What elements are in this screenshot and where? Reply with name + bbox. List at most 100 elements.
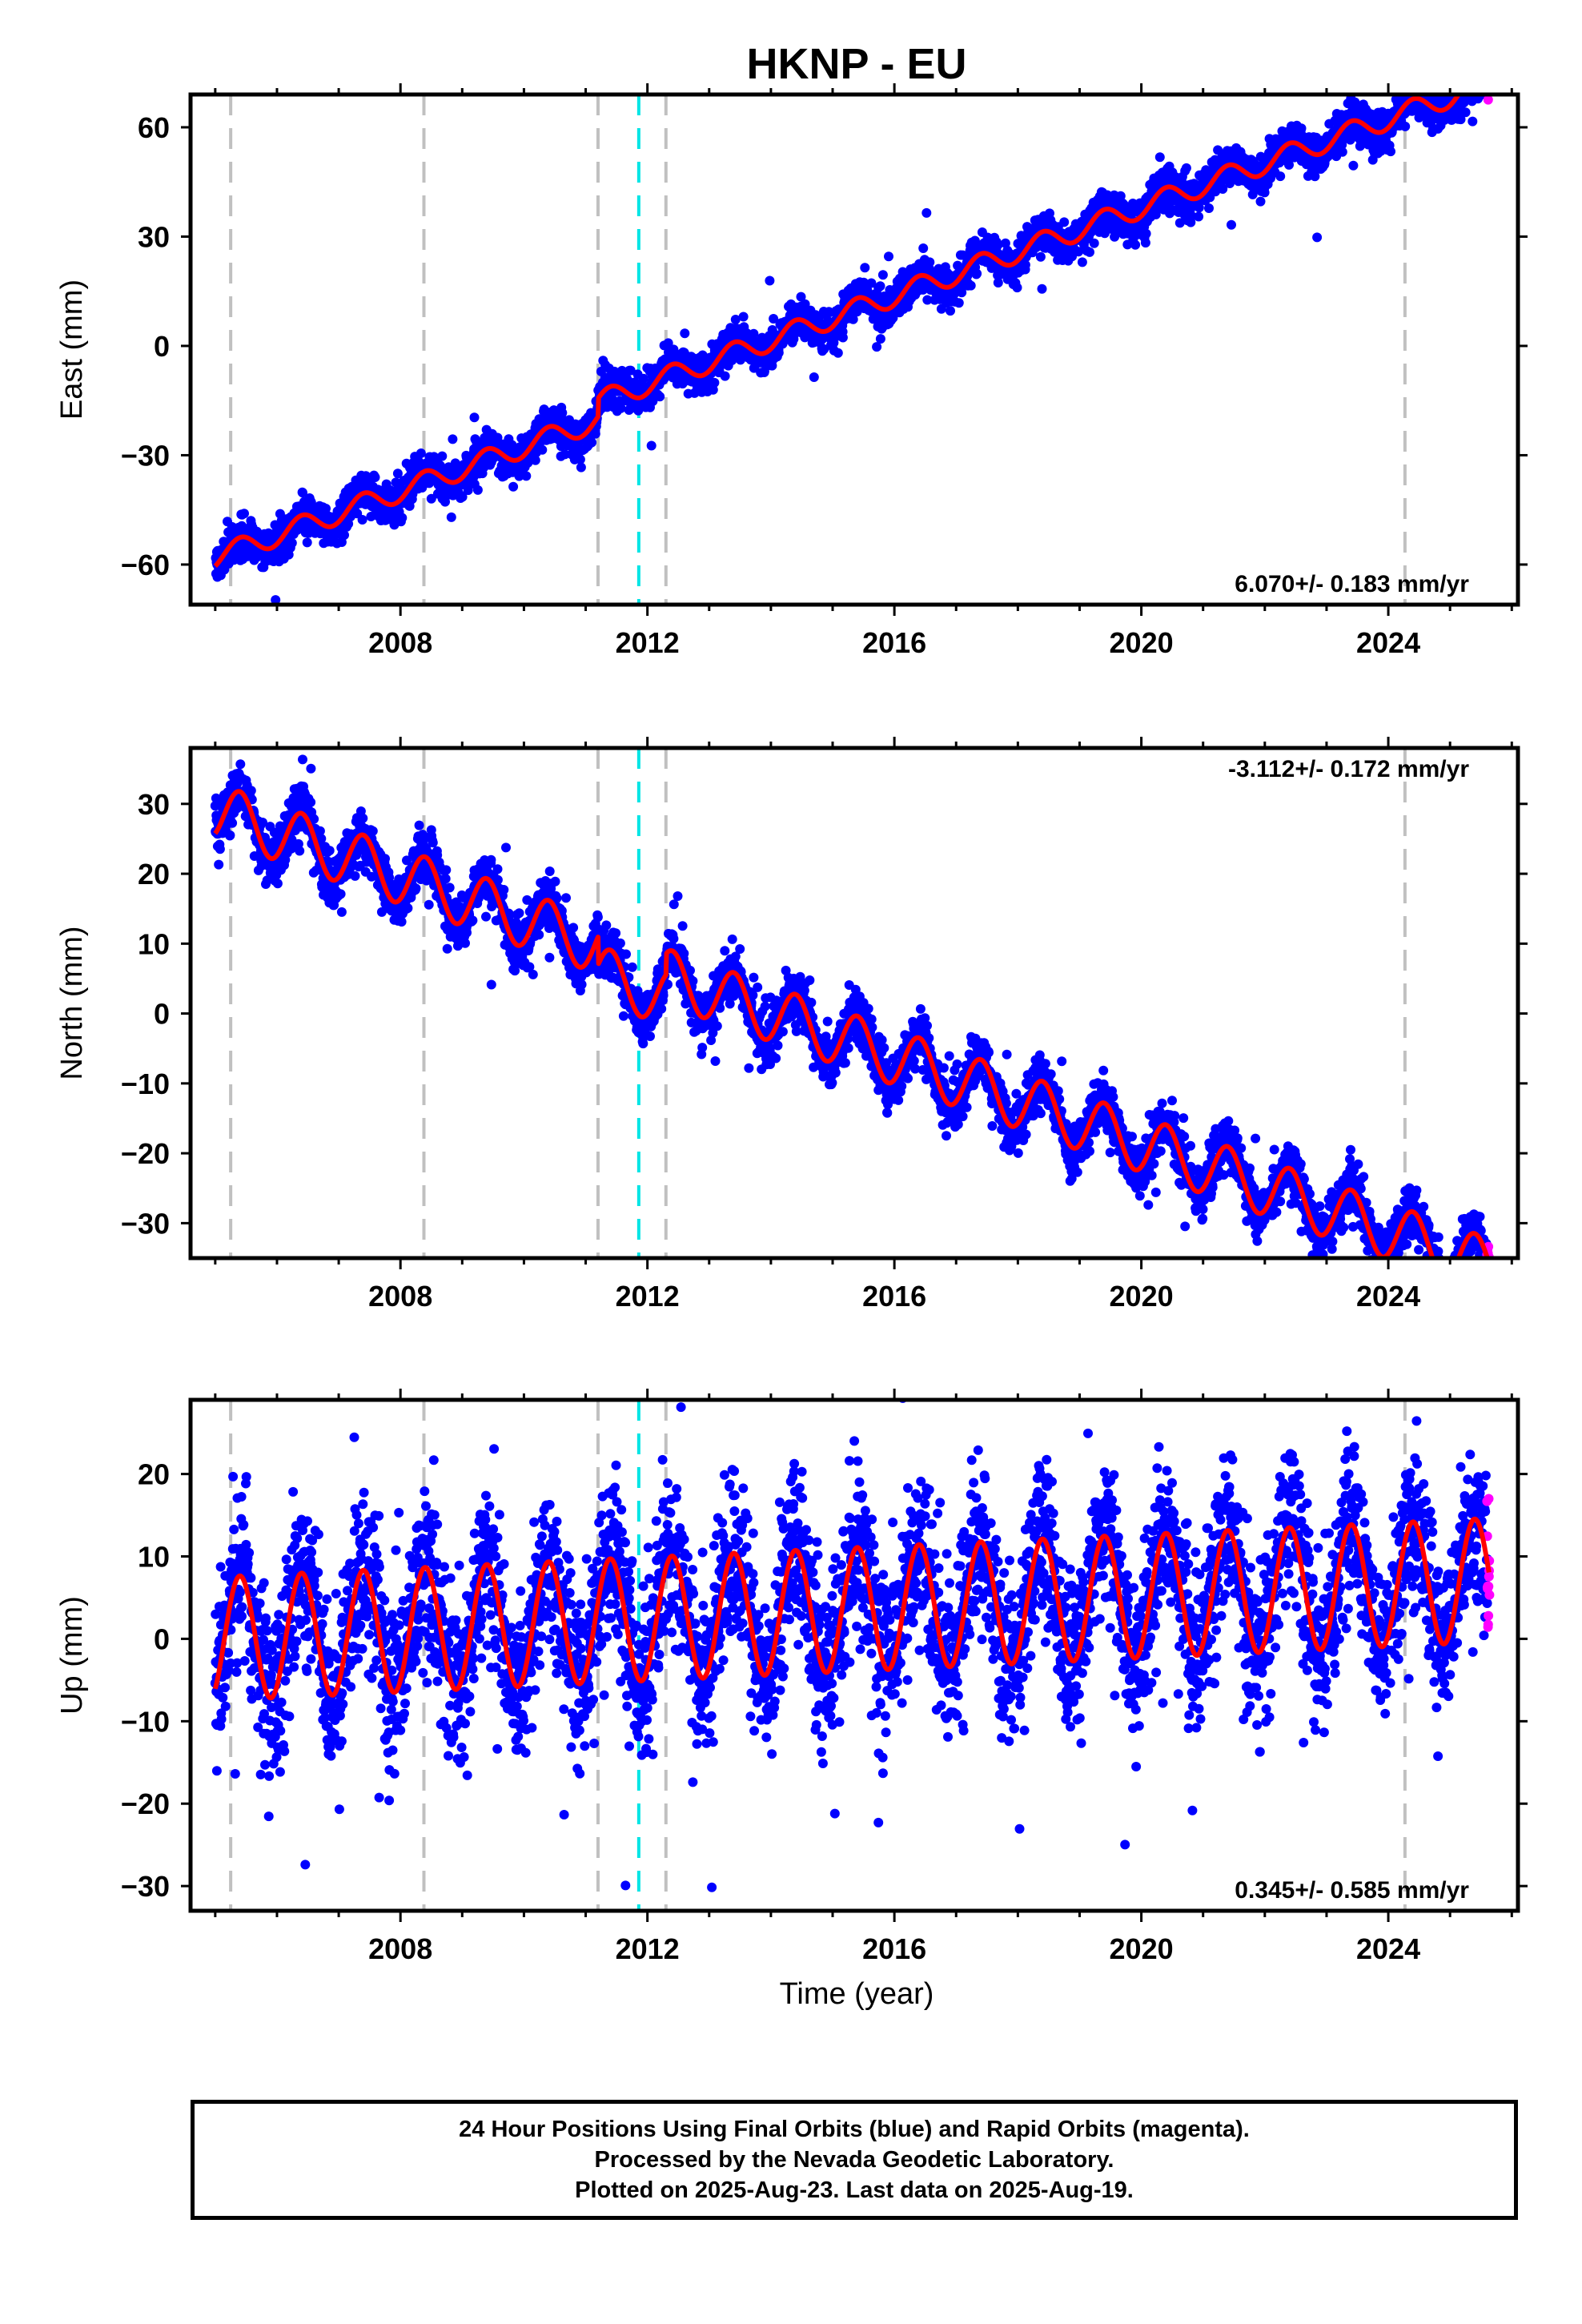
east-point xyxy=(872,342,882,352)
east-point xyxy=(1476,78,1486,88)
east-rate-label: 6.070+/- 0.183 mm/yr xyxy=(1235,571,1469,597)
east-point xyxy=(357,515,367,525)
east-point xyxy=(1465,70,1475,80)
east-point xyxy=(1470,66,1480,75)
east-point xyxy=(521,471,532,481)
east-point xyxy=(1140,238,1150,248)
east-point xyxy=(1460,78,1469,87)
east-point xyxy=(1477,66,1487,75)
east-point xyxy=(1411,81,1421,90)
east-rapid-point xyxy=(1483,82,1492,91)
east-point xyxy=(1466,75,1476,85)
east-point xyxy=(655,392,665,402)
east-axis-label: East (mm) xyxy=(55,279,89,420)
east-point xyxy=(1472,74,1481,84)
east-point xyxy=(773,348,784,358)
east-point xyxy=(1464,76,1473,86)
east-point xyxy=(663,338,673,348)
north-point xyxy=(215,844,225,854)
east-point xyxy=(1480,75,1490,85)
east-xtick-label: 2020 xyxy=(1110,626,1174,659)
east-point xyxy=(392,468,403,479)
east-rapid-orbit-points xyxy=(1483,62,1494,105)
east-point xyxy=(1481,75,1491,85)
east-point xyxy=(1400,121,1411,131)
east-point xyxy=(680,328,690,339)
east-point xyxy=(1465,72,1475,82)
east-point xyxy=(1181,163,1191,173)
east-point xyxy=(1471,67,1480,77)
east-point xyxy=(957,287,967,298)
east-point xyxy=(875,334,885,344)
east-point xyxy=(1407,84,1416,94)
east-point xyxy=(446,512,456,522)
east-point xyxy=(1460,78,1470,88)
north-point xyxy=(298,754,307,765)
east-point xyxy=(1470,78,1480,87)
east-point xyxy=(1456,78,1466,88)
east-plot-area xyxy=(211,43,1494,605)
east-point xyxy=(954,298,964,308)
east-point xyxy=(1479,61,1488,70)
east-point xyxy=(1478,50,1488,59)
east-xtick-label: 2024 xyxy=(1356,626,1420,659)
east-point xyxy=(888,313,898,323)
east-point xyxy=(918,243,929,253)
east-ytick-label: 0 xyxy=(154,330,170,363)
east-point xyxy=(339,530,349,541)
east-point xyxy=(1483,81,1492,90)
east-point xyxy=(1418,84,1427,94)
east-point xyxy=(875,281,885,292)
east-point xyxy=(1312,232,1323,243)
east-point xyxy=(537,444,548,455)
east-rapid-point xyxy=(1484,62,1494,72)
east-point xyxy=(1461,83,1471,93)
east-point xyxy=(1481,55,1491,65)
east-point xyxy=(1474,68,1484,78)
east-point xyxy=(1464,82,1473,91)
east-point xyxy=(416,448,426,458)
east-point xyxy=(576,462,586,472)
east-point xyxy=(1386,147,1395,157)
east-point xyxy=(1194,211,1204,222)
east-point xyxy=(866,278,877,288)
east-rapid-point xyxy=(1484,65,1493,74)
north-point xyxy=(367,826,378,836)
east-point xyxy=(646,440,656,451)
east-point xyxy=(1477,67,1487,77)
east-point xyxy=(1475,78,1484,88)
east-point xyxy=(738,312,749,322)
east-point xyxy=(1476,70,1486,79)
north-point xyxy=(272,879,283,889)
east-rapid-point xyxy=(1484,83,1494,93)
east-point xyxy=(730,315,741,324)
east-point xyxy=(587,437,597,448)
east-point xyxy=(1471,68,1480,78)
east-point xyxy=(765,275,775,286)
east-point xyxy=(837,332,848,343)
east-point xyxy=(769,314,779,324)
east-point xyxy=(1474,78,1484,88)
north-plot-area xyxy=(210,748,1494,1258)
east-point xyxy=(1476,65,1485,74)
east-point xyxy=(1472,76,1481,86)
east-point xyxy=(492,432,503,443)
east-point xyxy=(530,455,540,465)
east-point xyxy=(616,365,627,376)
north-point xyxy=(225,830,235,840)
north-point xyxy=(324,846,335,856)
east-point xyxy=(469,412,480,423)
east-point xyxy=(1204,203,1214,213)
north-point xyxy=(246,786,256,796)
north-point xyxy=(306,797,316,807)
east-rapid-point xyxy=(1484,78,1494,88)
east-point xyxy=(1059,217,1070,227)
east-point xyxy=(1482,75,1492,85)
east-point xyxy=(1456,43,1465,53)
east-point xyxy=(925,257,935,267)
east-point xyxy=(1348,160,1359,171)
east-ytick-label: 60 xyxy=(138,111,170,144)
east-point xyxy=(749,328,759,339)
